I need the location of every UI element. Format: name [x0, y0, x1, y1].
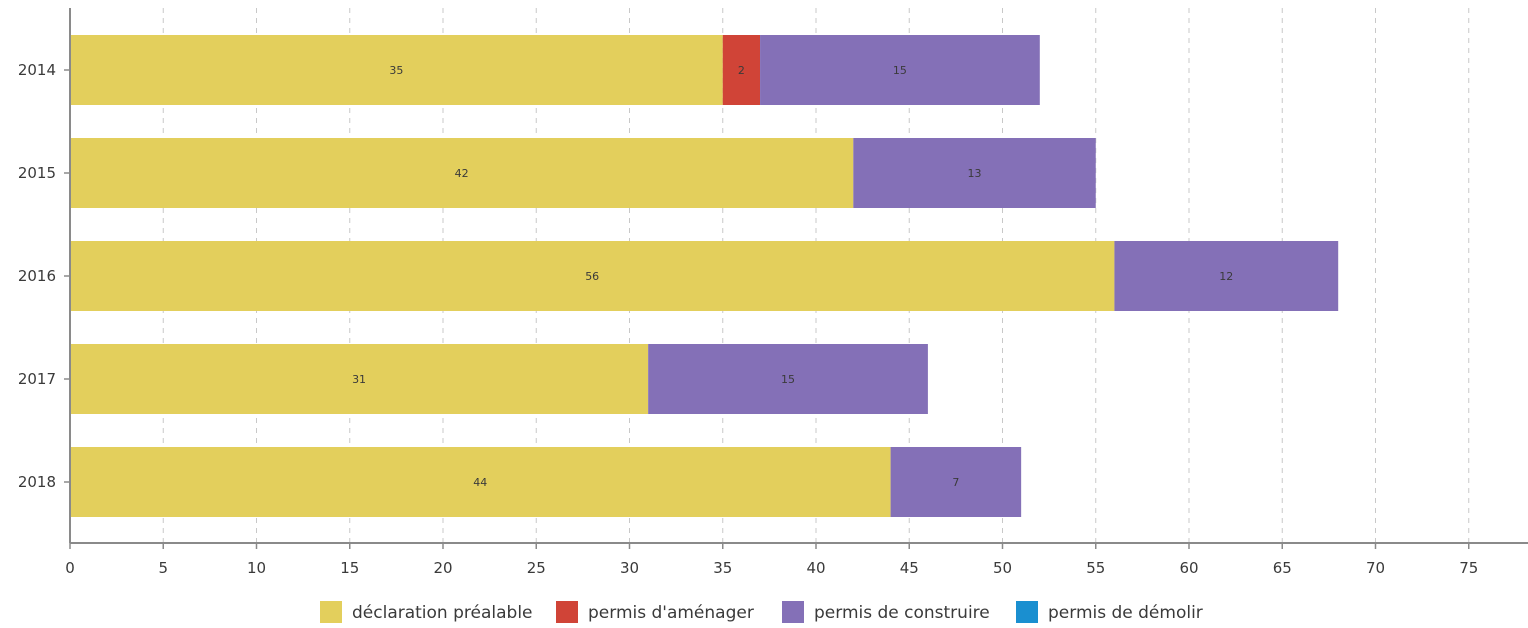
x-tick-label: 5	[158, 559, 168, 577]
bar-value-label: 15	[781, 373, 795, 386]
bar-value-label: 42	[455, 167, 469, 180]
legend-item: permis de construire	[782, 601, 990, 623]
bar-value-label: 13	[968, 167, 982, 180]
x-tick-label: 40	[806, 559, 825, 577]
x-tick-label: 10	[247, 559, 266, 577]
bar-segment	[722, 35, 761, 105]
legend-swatch	[1016, 601, 1038, 623]
x-tick-label: 20	[433, 559, 452, 577]
bar-value-label: 56	[585, 270, 599, 283]
x-tick-label: 60	[1179, 559, 1198, 577]
y-tick-label: 2015	[18, 164, 56, 182]
x-tick-label: 15	[340, 559, 359, 577]
bar-segment	[70, 35, 723, 105]
legend-swatch	[320, 601, 342, 623]
legend-item: déclaration préalable	[320, 601, 533, 623]
legend-swatch	[782, 601, 804, 623]
bar-value-label: 12	[1219, 270, 1233, 283]
x-tick-label: 35	[713, 559, 732, 577]
bar-segment	[70, 138, 854, 208]
bar-segment	[760, 35, 1040, 105]
y-tick-label: 2017	[18, 370, 56, 388]
bar-segment	[853, 138, 1096, 208]
legend-item: permis d'aménager	[556, 601, 754, 623]
bar-segment	[70, 447, 891, 517]
x-tick-label: 55	[1086, 559, 1105, 577]
bar-value-label: 44	[473, 476, 487, 489]
bar-value-label: 35	[389, 64, 403, 77]
bar-value-label: 15	[893, 64, 907, 77]
x-tick-label: 45	[900, 559, 919, 577]
bars	[70, 35, 1339, 517]
x-tick-label: 70	[1366, 559, 1385, 577]
legend-item: permis de démolir	[1016, 601, 1203, 623]
legend-label: déclaration préalable	[352, 603, 533, 623]
legend-swatch	[556, 601, 578, 623]
bar-value-label: 7	[952, 476, 959, 489]
bar-value-label: 2	[738, 64, 745, 77]
bar-value-label: 31	[352, 373, 366, 386]
y-tick-label: 2018	[18, 473, 56, 491]
x-tick-label: 75	[1459, 559, 1478, 577]
x-tick-label: 25	[527, 559, 546, 577]
bar-segment	[70, 344, 649, 414]
x-tick-label: 50	[993, 559, 1012, 577]
y-tick-label: 2016	[18, 267, 56, 285]
x-tick-label: 30	[620, 559, 639, 577]
x-tick-label: 65	[1273, 559, 1292, 577]
y-tick-label: 2014	[18, 61, 56, 79]
axes: 0 5 10 15 20 25 30 35 40 45 50 55 60 65 70 75 2014 2015 20…	[18, 8, 1528, 577]
legend-label: permis de construire	[814, 603, 990, 623]
x-tick-label: 0	[65, 559, 75, 577]
legend-label: permis d'aménager	[588, 603, 754, 623]
bar-segment	[70, 241, 1115, 311]
legend-label: permis de démolir	[1048, 603, 1203, 623]
bar-segment	[648, 344, 928, 414]
data-labels: 35 2 15 42 13 56 12 31 15 44 7	[352, 64, 1233, 489]
legend: déclaration préalable permis d'aménager pe…	[320, 601, 1203, 623]
bar-segment	[890, 447, 1022, 517]
bar-segment	[1114, 241, 1339, 311]
